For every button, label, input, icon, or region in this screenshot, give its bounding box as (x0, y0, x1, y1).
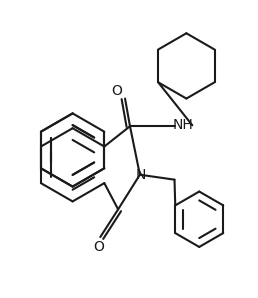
Text: O: O (112, 84, 123, 98)
Text: O: O (93, 240, 104, 254)
Text: N: N (136, 168, 146, 182)
Text: NH: NH (173, 118, 194, 132)
